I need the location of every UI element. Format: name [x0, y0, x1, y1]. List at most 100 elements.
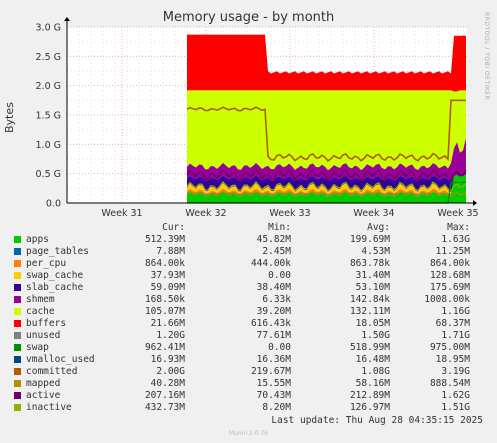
legend-min-value: 38.40M [256, 282, 291, 293]
legend-cur-value: 962.41M [144, 342, 185, 353]
area-apps [187, 174, 466, 203]
legend-name: active [26, 390, 61, 401]
legend-min-value: 45.82M [256, 234, 291, 245]
legend-swatch [14, 392, 21, 399]
y-tick-label: 2.5 G [36, 52, 62, 63]
legend-swatch [14, 368, 21, 375]
legend-min-value: 8.20M [262, 402, 291, 413]
legend-max-value: 864.00k [429, 258, 470, 269]
legend-row-slab_cache: slab_cache 59.09M 38.40M 53.10M 175.69M [0, 282, 497, 294]
legend-row-inactive: inactive 432.73M 8.20M 126.97M 1.51G [0, 402, 497, 414]
area-buffers [187, 34, 466, 92]
legend-header-avg: Avg: [367, 222, 390, 233]
legend-min-value: 616.43k [250, 318, 291, 329]
y-axis-arrow [64, 17, 70, 21]
legend-avg-value: 18.05M [355, 318, 390, 329]
line-active [186, 168, 467, 182]
legend-cur-value: 2.00G [156, 366, 185, 377]
legend-row-swap: swap 962.41M 0.00 518.99M 975.00M [0, 342, 497, 354]
legend-row-active: active 207.16M 70.43M 212.89M 1.62G [0, 390, 497, 402]
legend-swatch [14, 296, 21, 303]
legend-max-value: 175.69M [429, 282, 470, 293]
legend-min-value: 39.20M [256, 306, 291, 317]
legend-min-value: 2.45M [262, 246, 291, 257]
rrdtool-credit: RRDTOOL / TOBI OETIKER [483, 12, 490, 101]
legend-cur-value: 16.93M [150, 354, 185, 365]
legend-max-value: 888.54M [429, 378, 470, 389]
line-committed [186, 99, 466, 162]
legend-name: inactive [26, 402, 72, 413]
legend-min-value: 77.61M [256, 330, 291, 341]
legend-row-apps: apps 512.39M 45.82M 199.69M 1.63G [0, 234, 497, 246]
legend-cur-value: 432.73M [144, 402, 185, 413]
legend-name: per_cpu [26, 258, 67, 269]
legend-cur-value: 40.28M [150, 378, 185, 389]
legend-avg-value: 16.48M [355, 354, 390, 365]
y-tick-label: 1.0 G [36, 140, 62, 151]
legend-avg-value: 1.08G [361, 366, 390, 377]
legend-swatch [14, 380, 21, 387]
legend-row-mapped: mapped 40.28M 15.55M 58.16M 888.54M [0, 378, 497, 390]
legend-min-value: 219.67M [250, 366, 291, 377]
legend-cur-value: 1.20G [156, 330, 185, 341]
legend-row-buffers: buffers 21.66M 616.43k 18.05M 68.37M [0, 318, 497, 330]
y-tick-label: 3.0 G [36, 23, 62, 34]
legend-header-row: Cur: Min: Avg: Max: [0, 222, 497, 234]
legend-cur-value: 864.00k [144, 258, 185, 269]
legend-row-page_tables: page_tables 7.88M 2.45M 4.53M 11.25M [0, 246, 497, 258]
legend-swatch [14, 320, 21, 327]
legend-cur-value: 207.16M [144, 390, 185, 401]
area-swap_cache [187, 183, 466, 194]
legend-row-unused: unused 1.20G 77.61M 1.50G 1.71G [0, 330, 497, 342]
legend-swatch [14, 344, 21, 351]
x-tick-label: Week 32 [185, 208, 226, 219]
legend-name: swap_cache [26, 270, 84, 281]
legend-max-value: 68.37M [435, 318, 470, 329]
legend-avg-value: 199.69M [349, 234, 390, 245]
legend-min-value: 16.36M [256, 354, 291, 365]
legend-max-value: 1.62G [441, 390, 470, 401]
legend-row-per_cpu: per_cpu 864.00k 444.00k 863.78k 864.00k [0, 258, 497, 270]
legend-min-value: 0.00 [268, 342, 291, 353]
legend-avg-value: 4.53M [361, 246, 390, 257]
legend-min-value: 6.33k [262, 294, 291, 305]
legend-avg-value: 53.10M [355, 282, 390, 293]
legend-row-shmem: shmem 168.50k 6.33k 142.84k 1008.00k [0, 294, 497, 306]
x-tick-label: Week 31 [101, 208, 142, 219]
y-tick-labels: 0.0 0.5 G 1.0 G 1.5 G 2.0 G 2.5 G 3.0 G [36, 23, 62, 210]
legend-swatch [14, 260, 21, 267]
legend-min-value: 0.00 [268, 270, 291, 281]
line-mapped [186, 190, 467, 198]
memory-usage-chart: 0.0 0.5 G 1.0 G 1.5 G 2.0 G 2.5 G 3.0 G Week 3… [36, 17, 479, 219]
legend-name: apps [26, 234, 49, 245]
legend-max-value: 128.68M [429, 270, 470, 281]
y-tick-label: 0.5 G [36, 169, 62, 180]
legend-name: shmem [26, 294, 55, 305]
legend-name: unused [26, 330, 61, 341]
x-axis-arrow [473, 200, 477, 206]
legend-swatch [14, 272, 21, 279]
legend-name: slab_cache [26, 282, 84, 293]
area-per_cpu [187, 188, 466, 195]
legend-max-value: 3.19G [441, 366, 470, 377]
legend-cur-value: 37.93M [150, 270, 185, 281]
legend-max-value: 1.71G [441, 330, 470, 341]
y-tick-label: 0.0 [46, 199, 61, 210]
legend-swatch [14, 284, 21, 291]
legend-max-value: 1008.00k [424, 294, 470, 305]
x-tick-label: Week 33 [269, 208, 310, 219]
legend-header-min: Min: [268, 222, 291, 233]
legend-name: vmalloc_used [26, 354, 95, 365]
legend-row-committed: committed 2.00G 219.67M 1.08G 3.19G [0, 366, 497, 378]
legend-swatch [14, 356, 21, 363]
legend-max-value: 1.16G [441, 306, 470, 317]
legend-avg-value: 126.97M [349, 402, 390, 413]
legend-swatch [14, 248, 21, 255]
legend-name: committed [26, 366, 78, 377]
legend-min-value: 70.43M [256, 390, 291, 401]
legend-avg-value: 863.78k [349, 258, 390, 269]
legend-swatch [14, 236, 21, 243]
legend-max-value: 1.63G [441, 234, 470, 245]
x-tick-label: Week 35 [437, 208, 478, 219]
